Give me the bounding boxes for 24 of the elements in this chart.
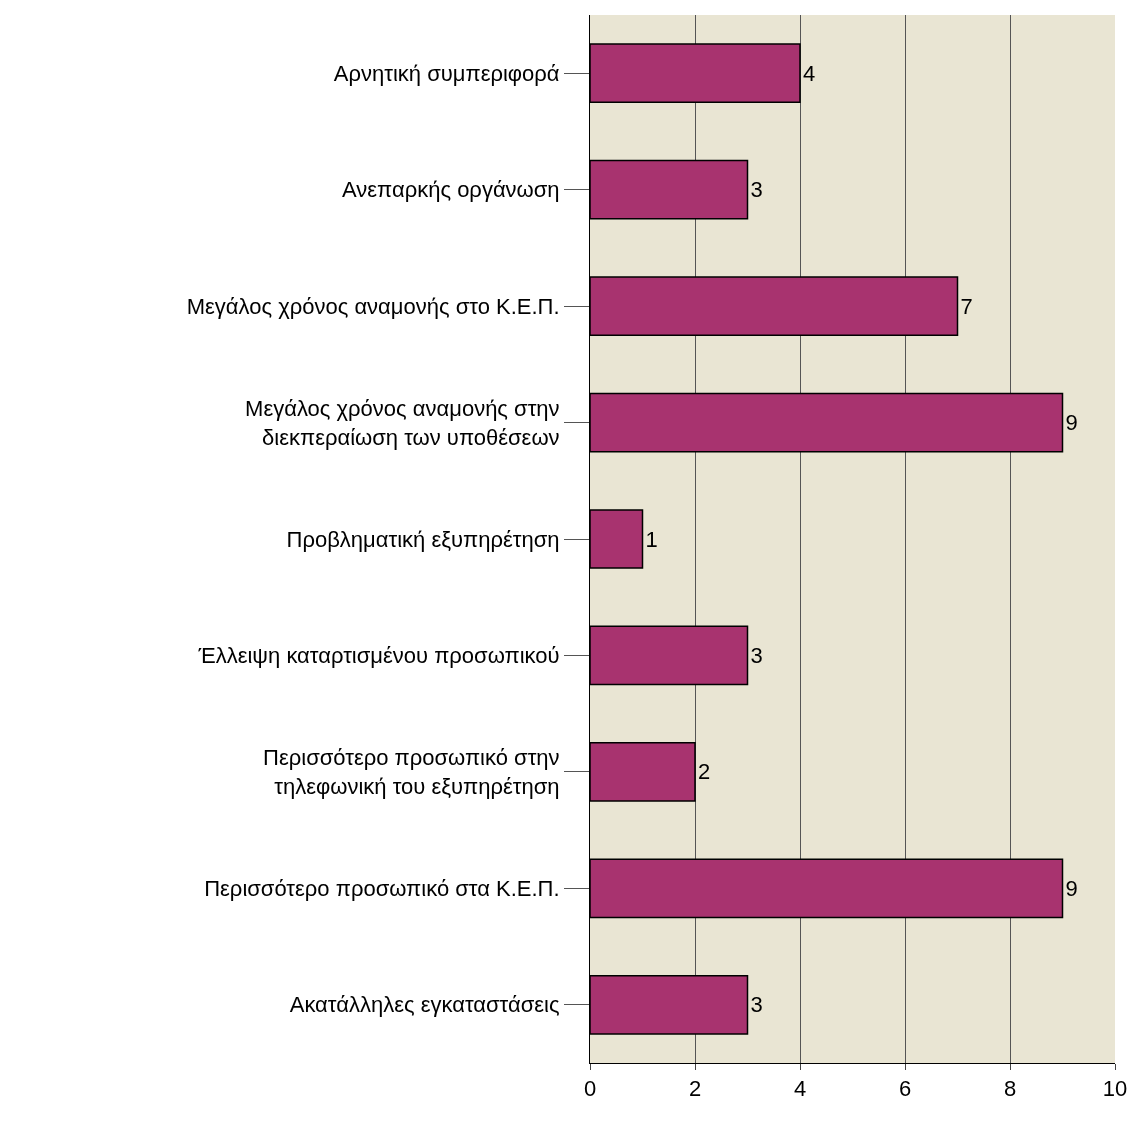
y-tick-label: Έλλειψη καταρτισμένου προσωπικού	[197, 643, 560, 669]
data-label: 9	[1065, 875, 1078, 901]
data-label: 2	[698, 759, 711, 785]
x-tick-label: 4	[793, 1076, 807, 1102]
data-label: 3	[750, 642, 763, 668]
data-label: 3	[750, 992, 763, 1018]
y-tick-label: Αρνητική συμπεριφορά	[333, 60, 560, 86]
y-tick-label: Ανεπαρκής οργάνωση	[342, 177, 560, 203]
data-label: 7	[960, 293, 973, 319]
x-tick-label: 0	[583, 1076, 597, 1102]
y-tick-label: Μεγάλος χρόνος αναμονής στο Κ.Ε.Π.	[186, 293, 560, 319]
x-tick-label: 10	[1102, 1076, 1128, 1102]
x-tick-label: 6	[898, 1076, 912, 1102]
y-tick-label: Περισσότερο προσωπικό στην τηλεφωνική του εξυπηρέτηση	[263, 745, 560, 799]
data-label: 9	[1065, 410, 1078, 436]
x-tick-label: 8	[1003, 1076, 1017, 1102]
y-tick-label: Περισσότερο προσωπικό στα Κ.Ε.Π.	[204, 876, 560, 902]
data-label: 3	[750, 177, 763, 203]
data-label: 1	[645, 526, 658, 552]
x-tick-label: 2	[688, 1076, 702, 1102]
y-tick-label: Ακατάλληλες εγκαταστάσεις	[289, 992, 560, 1018]
y-tick-label: Μεγάλος χρόνος αναμονής στην διεκπεραίωση των υποθέσεων	[245, 395, 560, 450]
data-label: 4	[803, 60, 816, 86]
y-tick-label: Προβληματική εξυπηρέτηση	[286, 526, 560, 552]
